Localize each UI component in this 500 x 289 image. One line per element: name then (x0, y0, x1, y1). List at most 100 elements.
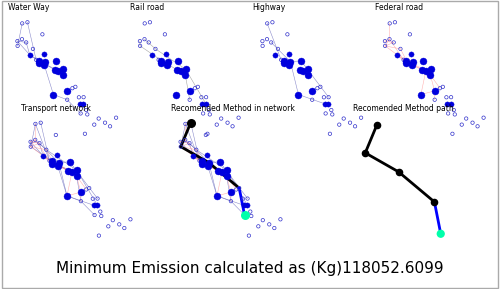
Point (96, 209, 104, 214)
Point (304, 67, 312, 72)
Point (268, 20, 276, 25)
Point (235, 186, 243, 190)
Point (162, 51, 170, 56)
Point (116, 222, 124, 227)
Point (59, 67, 67, 72)
Point (29, 47, 37, 51)
Point (199, 111, 207, 116)
Text: Rail road: Rail road (130, 3, 164, 12)
Point (232, 187, 240, 192)
Point (480, 115, 488, 120)
Point (205, 108, 213, 112)
Point (462, 116, 470, 121)
Point (55, 160, 63, 165)
Point (439, 85, 447, 89)
Point (68, 86, 76, 90)
Point (198, 162, 206, 166)
Point (451, 112, 459, 117)
Point (198, 101, 206, 106)
Point (95, 233, 103, 238)
Point (202, 133, 210, 137)
Point (157, 61, 165, 65)
Point (42, 147, 50, 152)
Point (444, 111, 452, 116)
Point (276, 217, 284, 222)
Point (468, 121, 476, 125)
Point (72, 173, 80, 178)
Point (76, 111, 84, 116)
Point (300, 68, 308, 73)
Point (154, 58, 162, 62)
Point (244, 203, 252, 208)
Point (422, 68, 430, 73)
Point (227, 190, 235, 194)
Point (240, 213, 248, 217)
Point (22, 40, 30, 45)
Point (82, 108, 90, 112)
Point (38, 32, 46, 37)
Point (164, 60, 172, 64)
Point (447, 95, 455, 99)
Point (394, 170, 402, 174)
Point (174, 58, 182, 63)
Point (267, 40, 275, 45)
Point (104, 224, 112, 229)
Point (68, 169, 76, 174)
Point (196, 158, 203, 163)
Point (120, 226, 128, 230)
Point (245, 233, 253, 238)
Point (436, 231, 444, 236)
Point (63, 194, 71, 198)
Point (36, 141, 44, 145)
Point (240, 203, 248, 208)
Point (63, 88, 71, 93)
Point (271, 53, 279, 57)
Point (346, 121, 354, 125)
Point (420, 58, 428, 63)
Point (186, 141, 194, 145)
Point (191, 86, 199, 90)
Point (217, 116, 225, 121)
Point (63, 97, 71, 102)
Point (39, 153, 47, 158)
Text: Minimum Emission calculated as (Kg)118052.6099: Minimum Emission calculated as (Kg)11805… (56, 261, 444, 276)
Point (54, 68, 62, 73)
Point (474, 124, 482, 129)
Point (204, 163, 212, 168)
Point (98, 214, 106, 218)
Point (213, 194, 221, 198)
Point (390, 40, 398, 45)
Point (152, 47, 160, 51)
Point (158, 58, 166, 63)
Point (140, 37, 148, 42)
Point (194, 85, 202, 89)
Point (24, 20, 32, 25)
Point (234, 115, 242, 120)
Point (285, 51, 293, 56)
Point (408, 62, 416, 67)
Point (448, 131, 456, 136)
Point (52, 133, 60, 137)
Point (198, 95, 205, 100)
Point (81, 131, 89, 136)
Point (162, 62, 170, 67)
Point (112, 115, 120, 120)
Point (396, 47, 404, 51)
Point (172, 92, 180, 97)
Point (52, 58, 60, 63)
Point (296, 68, 304, 73)
Point (101, 121, 109, 125)
Point (82, 187, 90, 192)
Point (89, 196, 97, 201)
Point (218, 169, 226, 174)
Point (40, 51, 48, 56)
Point (26, 53, 34, 57)
Point (442, 95, 450, 100)
Point (32, 122, 40, 126)
Point (177, 144, 185, 149)
Point (447, 101, 455, 106)
Point (259, 218, 267, 223)
Point (31, 138, 39, 142)
Point (280, 58, 288, 63)
Point (192, 147, 200, 152)
